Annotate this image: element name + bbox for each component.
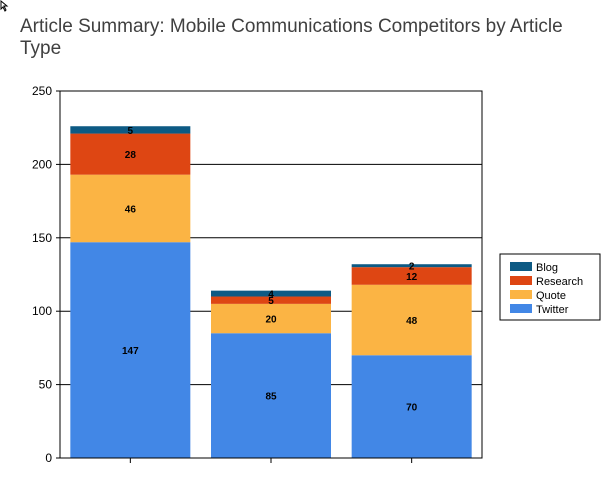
data-label: 70 bbox=[406, 403, 418, 414]
chart-title: Article Summary: Mobile Communications C… bbox=[20, 16, 563, 59]
legend: Blog Research Quote Twitter bbox=[499, 253, 601, 321]
bar-segment bbox=[351, 355, 472, 458]
bar-segment bbox=[70, 174, 191, 243]
y-tick-label: 0 bbox=[45, 451, 52, 465]
axes: 0 50 100 150 200 250 bbox=[32, 84, 483, 465]
legend-swatch bbox=[510, 304, 532, 313]
legend-label: Research bbox=[536, 276, 583, 288]
y-tick-label: 50 bbox=[39, 378, 53, 392]
data-label: 5 bbox=[128, 126, 134, 137]
legend-swatch bbox=[510, 290, 532, 299]
legend-label: Blog bbox=[536, 262, 558, 274]
legend-label: Twitter bbox=[536, 304, 569, 316]
plot-frame bbox=[59, 90, 483, 459]
y-tick-label: 150 bbox=[32, 231, 52, 245]
bar-segment bbox=[70, 126, 191, 134]
mouse-cursor-icon bbox=[0, 0, 9, 12]
data-label: 4 bbox=[268, 290, 274, 301]
data-label: 28 bbox=[125, 150, 137, 161]
data-label: 85 bbox=[265, 392, 277, 403]
legend-label: Quote bbox=[536, 290, 566, 302]
data-label: 12 bbox=[406, 272, 418, 283]
y-tick-label: 200 bbox=[32, 157, 52, 171]
bar-segment bbox=[70, 133, 191, 175]
legend-swatch bbox=[510, 276, 532, 285]
data-label: 46 bbox=[125, 204, 137, 215]
bar-segment bbox=[211, 303, 331, 334]
y-tick-label: 100 bbox=[32, 304, 52, 318]
bar-segment bbox=[351, 264, 472, 268]
bar-segment bbox=[211, 333, 331, 458]
bar-segment bbox=[211, 296, 331, 304]
data-label: 48 bbox=[406, 316, 418, 327]
data-label: 2 bbox=[409, 262, 415, 273]
bar-segment bbox=[351, 267, 472, 285]
legend-swatch bbox=[510, 262, 532, 271]
data-label: 5 bbox=[268, 296, 274, 307]
bar-segment bbox=[351, 284, 472, 356]
y-tick-label: 250 bbox=[32, 84, 52, 98]
data-label: 147 bbox=[122, 346, 139, 357]
bar-segment bbox=[211, 290, 331, 297]
bar-segment bbox=[70, 242, 191, 458]
data-label: 20 bbox=[265, 315, 277, 326]
